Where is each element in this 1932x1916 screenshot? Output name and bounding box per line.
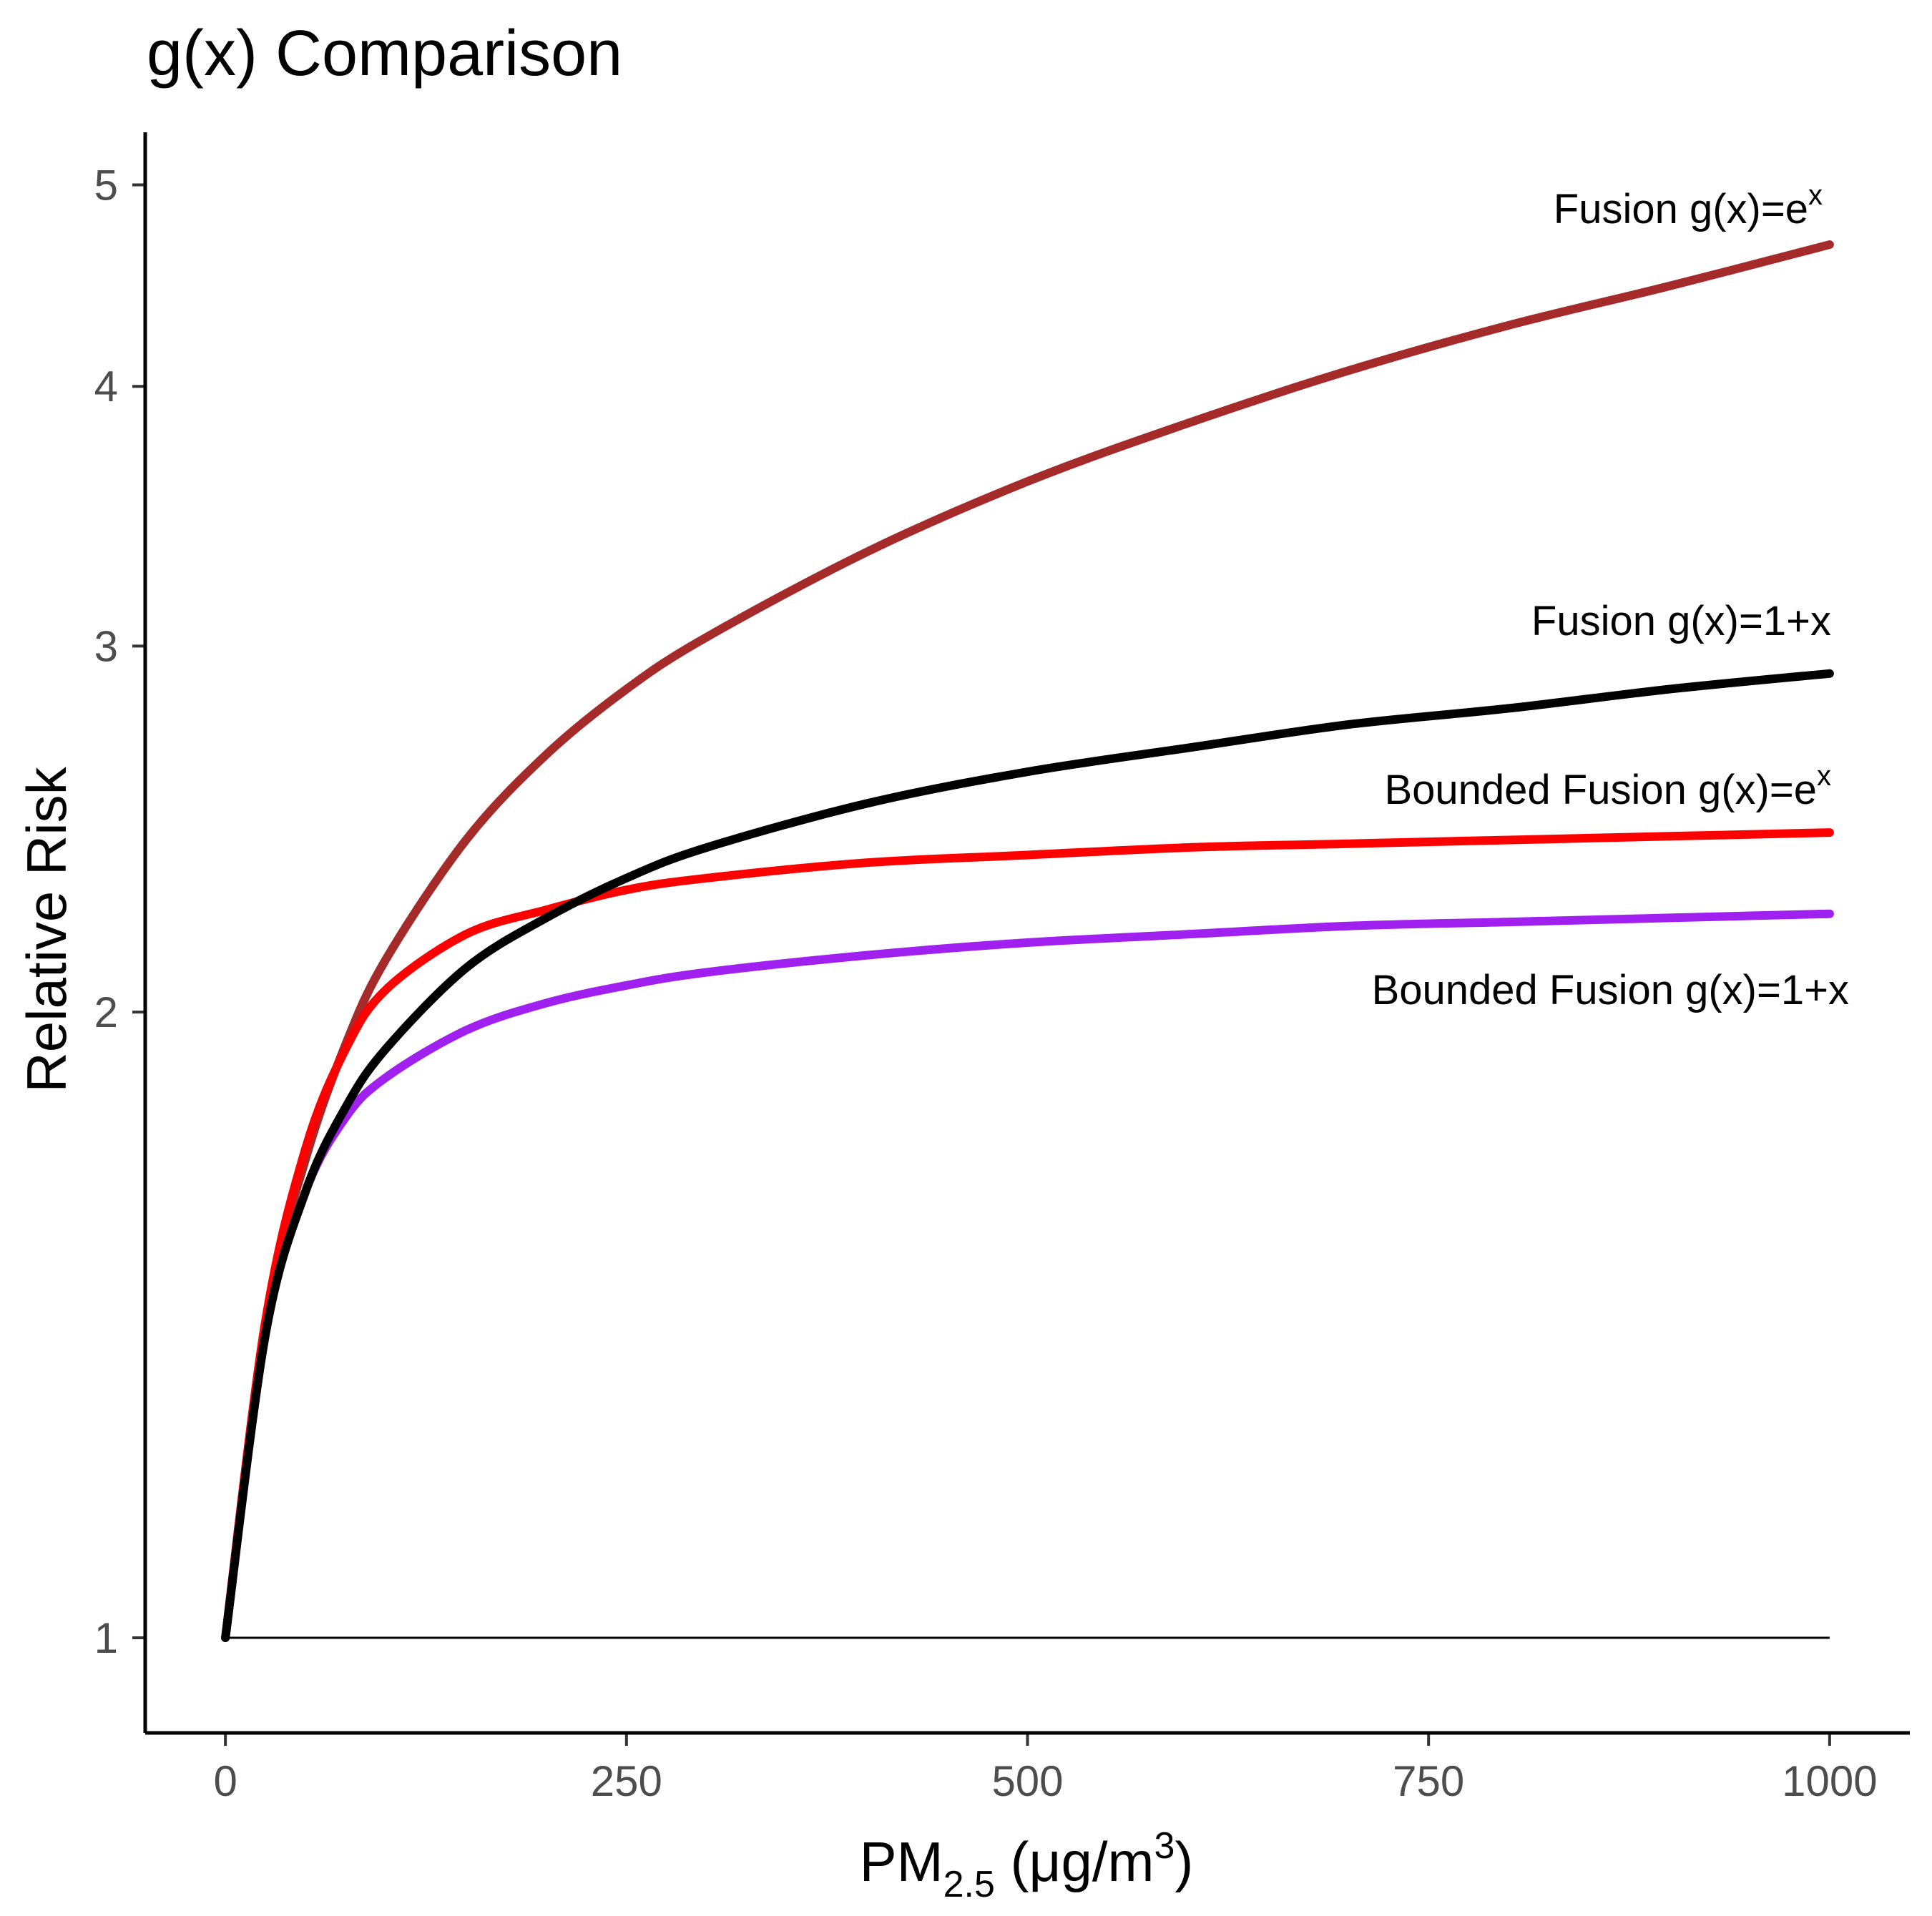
series-label-2: Bounded Fusion g(x)=ex: [1384, 760, 1831, 813]
series-label-text: Fusion g(x)=e: [1554, 186, 1808, 232]
x-tick-label: 0: [213, 1757, 237, 1805]
x-tick-label: 500: [991, 1757, 1063, 1805]
series-label-text: Bounded Fusion g(x)=e: [1384, 767, 1817, 813]
series-label-text: Bounded Fusion g(x)=1+x: [1372, 967, 1849, 1013]
y-tick-label: 1: [94, 1614, 118, 1662]
series-line-2: [221, 828, 1834, 1642]
series-label-3: Bounded Fusion g(x)=1+x: [1372, 967, 1849, 1013]
x-axis-title-main: PM: [860, 1830, 943, 1893]
series-layer: [221, 240, 1834, 1642]
y-axis-ticks: 1 2 3 4 5: [94, 162, 145, 1662]
series-line-1: [221, 669, 1834, 1642]
series-label-superscript: x: [1817, 760, 1831, 792]
x-axis-title-unit-open: (μg/m: [995, 1830, 1154, 1893]
y-tick-label: 4: [94, 363, 118, 411]
y-tick-label: 3: [94, 622, 118, 670]
series-label-text: Fusion g(x)=1+x: [1531, 598, 1831, 644]
x-tick-label: 1000: [1782, 1757, 1877, 1805]
x-axis-title: PM2.5 (μg/m3): [860, 1825, 1194, 1905]
series-label-superscript: x: [1808, 180, 1823, 211]
x-tick-label: 750: [1393, 1757, 1464, 1805]
y-tick-label: 2: [94, 988, 118, 1036]
series-label-0: Fusion g(x)=ex: [1554, 180, 1823, 232]
x-axis-ticks: 0 250 500 750 1000: [213, 1733, 1878, 1805]
x-tick-label: 250: [591, 1757, 662, 1805]
y-axis-title: Relative Risk: [15, 766, 78, 1092]
x-axis-title-subscript: 2.5: [943, 1864, 995, 1905]
y-tick-label: 5: [94, 162, 118, 210]
x-axis-title-superscript: 3: [1154, 1825, 1175, 1867]
series-line-3: [221, 909, 1834, 1642]
chart-title: g(x) Comparison: [147, 18, 622, 89]
x-axis-title-unit-close: ): [1175, 1830, 1193, 1893]
series-label-1: Fusion g(x)=1+x: [1531, 598, 1831, 644]
